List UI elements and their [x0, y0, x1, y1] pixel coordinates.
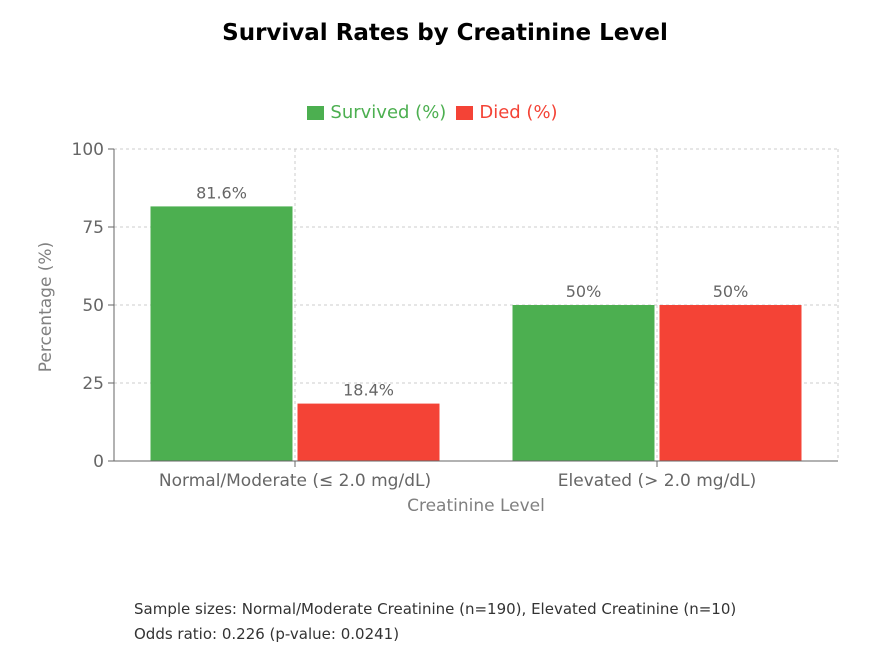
bar-survived — [150, 206, 293, 461]
legend-item-died[interactable]: Died (%) — [456, 102, 558, 123]
bar-value-label: 18.4% — [343, 381, 394, 400]
bar-value-label: 81.6% — [196, 183, 247, 202]
y-axis-title: Percentage (%) — [36, 242, 56, 372]
y-tick-label: 50 — [82, 296, 104, 316]
y-tick-label: 75 — [82, 218, 104, 238]
legend-swatch-survived — [307, 105, 325, 120]
x-tick-label: Elevated (> 2.0 mg/dL) — [558, 471, 756, 491]
x-axis-title: Creatinine Level — [407, 496, 545, 516]
legend-swatch-died — [456, 105, 474, 120]
bar-value-label: 50% — [713, 282, 749, 301]
y-tick-label: 25 — [82, 374, 104, 394]
bar-chart: 81.6% 18.4% Normal/Moderate (≤ 2.0 mg/dL) 5… — [36, 140, 839, 516]
y-tick-label: 100 — [72, 140, 104, 160]
bar-died — [297, 403, 440, 461]
legend: Survived (%) Died (%) — [0, 102, 865, 123]
sample-sizes-note: Sample sizes: Normal/Moderate Creatinine… — [134, 600, 737, 618]
bar-died — [659, 305, 802, 461]
bar-survived — [512, 305, 655, 461]
x-tick-label: Normal/Moderate (≤ 2.0 mg/dL) — [159, 471, 431, 491]
chart-title: Survival Rates by Creatinine Level — [222, 20, 668, 46]
chart-notes: Sample sizes: Normal/Moderate Creatinine… — [134, 597, 736, 647]
odds-ratio-note: Odds ratio: 0.226 (p-value: 0.0241) — [134, 625, 400, 643]
bar-value-label: 50% — [566, 282, 602, 301]
y-tick-label: 0 — [93, 452, 104, 472]
legend-item-survived[interactable]: Survived (%) — [307, 102, 446, 123]
legend-label-died: Died (%) — [479, 102, 558, 123]
legend-label-survived: Survived (%) — [330, 102, 447, 123]
